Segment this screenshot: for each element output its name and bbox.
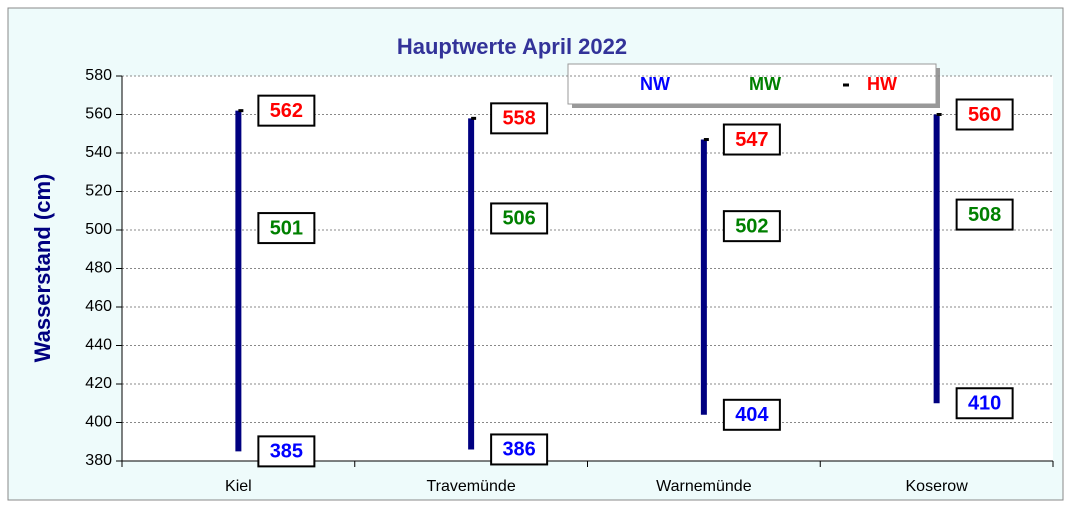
data-label: 502 xyxy=(735,215,768,237)
data-label: 501 xyxy=(270,217,303,239)
x-tick-label: Warnemünde xyxy=(656,478,752,495)
y-tick-label: 460 xyxy=(85,298,112,315)
legend xyxy=(567,63,937,105)
y-tick-label: 420 xyxy=(85,375,112,392)
chart-title: Hauptwerte April 2022 xyxy=(397,34,627,59)
data-label: 508 xyxy=(968,204,1001,226)
data-label-box xyxy=(490,202,549,235)
data-label-box xyxy=(722,123,781,156)
data-label: 560 xyxy=(968,104,1001,126)
x-tick-label: Koserow xyxy=(906,478,969,495)
data-label: 558 xyxy=(502,108,535,130)
data-label-box xyxy=(722,210,781,243)
y-tick-label: 440 xyxy=(85,337,112,354)
data-label-box xyxy=(722,398,781,431)
x-tick-label: Travemünde xyxy=(427,478,516,495)
data-label: 404 xyxy=(735,404,769,426)
data-label: 562 xyxy=(270,100,303,122)
data-label-box xyxy=(257,212,316,245)
data-label-box xyxy=(257,435,316,468)
data-label-box xyxy=(955,387,1014,420)
y-tick-label: 560 xyxy=(85,106,112,123)
data-label-box xyxy=(257,94,316,127)
legend-label: MW xyxy=(749,74,781,94)
data-label: 386 xyxy=(502,439,535,461)
y-tick-label: 580 xyxy=(85,67,112,84)
data-label-box xyxy=(490,102,549,135)
data-label-box xyxy=(955,198,1014,231)
legend-label: HW xyxy=(867,74,897,94)
y-tick-label: 540 xyxy=(85,144,112,161)
data-label: 385 xyxy=(270,441,303,463)
y-tick-label: 480 xyxy=(85,260,112,277)
y-tick-label: 380 xyxy=(85,452,112,469)
data-label-box xyxy=(490,433,549,466)
y-tick-label: 400 xyxy=(85,414,112,431)
y-tick-label: 500 xyxy=(85,221,112,238)
data-label: 506 xyxy=(502,208,535,230)
legend-label: NW xyxy=(640,74,670,94)
y-tick-label: 520 xyxy=(85,183,112,200)
data-label: 410 xyxy=(968,393,1001,415)
x-tick-label: Kiel xyxy=(225,478,252,495)
data-label-box xyxy=(955,98,1014,131)
y-axis-label: Wasserstand (cm) xyxy=(30,174,55,363)
data-label: 547 xyxy=(735,129,768,151)
